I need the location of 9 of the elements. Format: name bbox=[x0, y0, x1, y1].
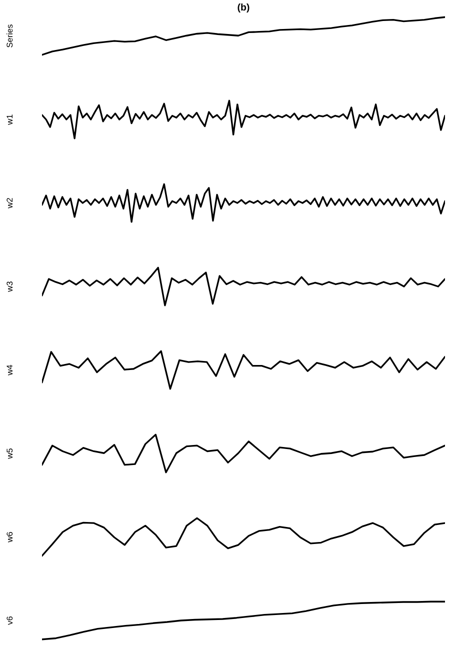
y-axis-title: w2 bbox=[6, 198, 12, 208]
y-axis-title: w6 bbox=[6, 532, 13, 542]
y-axis-title: v6 bbox=[6, 616, 13, 625]
chart-title: (b) bbox=[238, 3, 250, 13]
y-axis-title: w5 bbox=[6, 448, 13, 459]
y-axis-title: w1 bbox=[6, 114, 12, 125]
y-axis-title: w4 bbox=[6, 364, 12, 376]
y-axis-title: w3 bbox=[6, 282, 13, 292]
y-axis-title: Series bbox=[6, 24, 13, 48]
